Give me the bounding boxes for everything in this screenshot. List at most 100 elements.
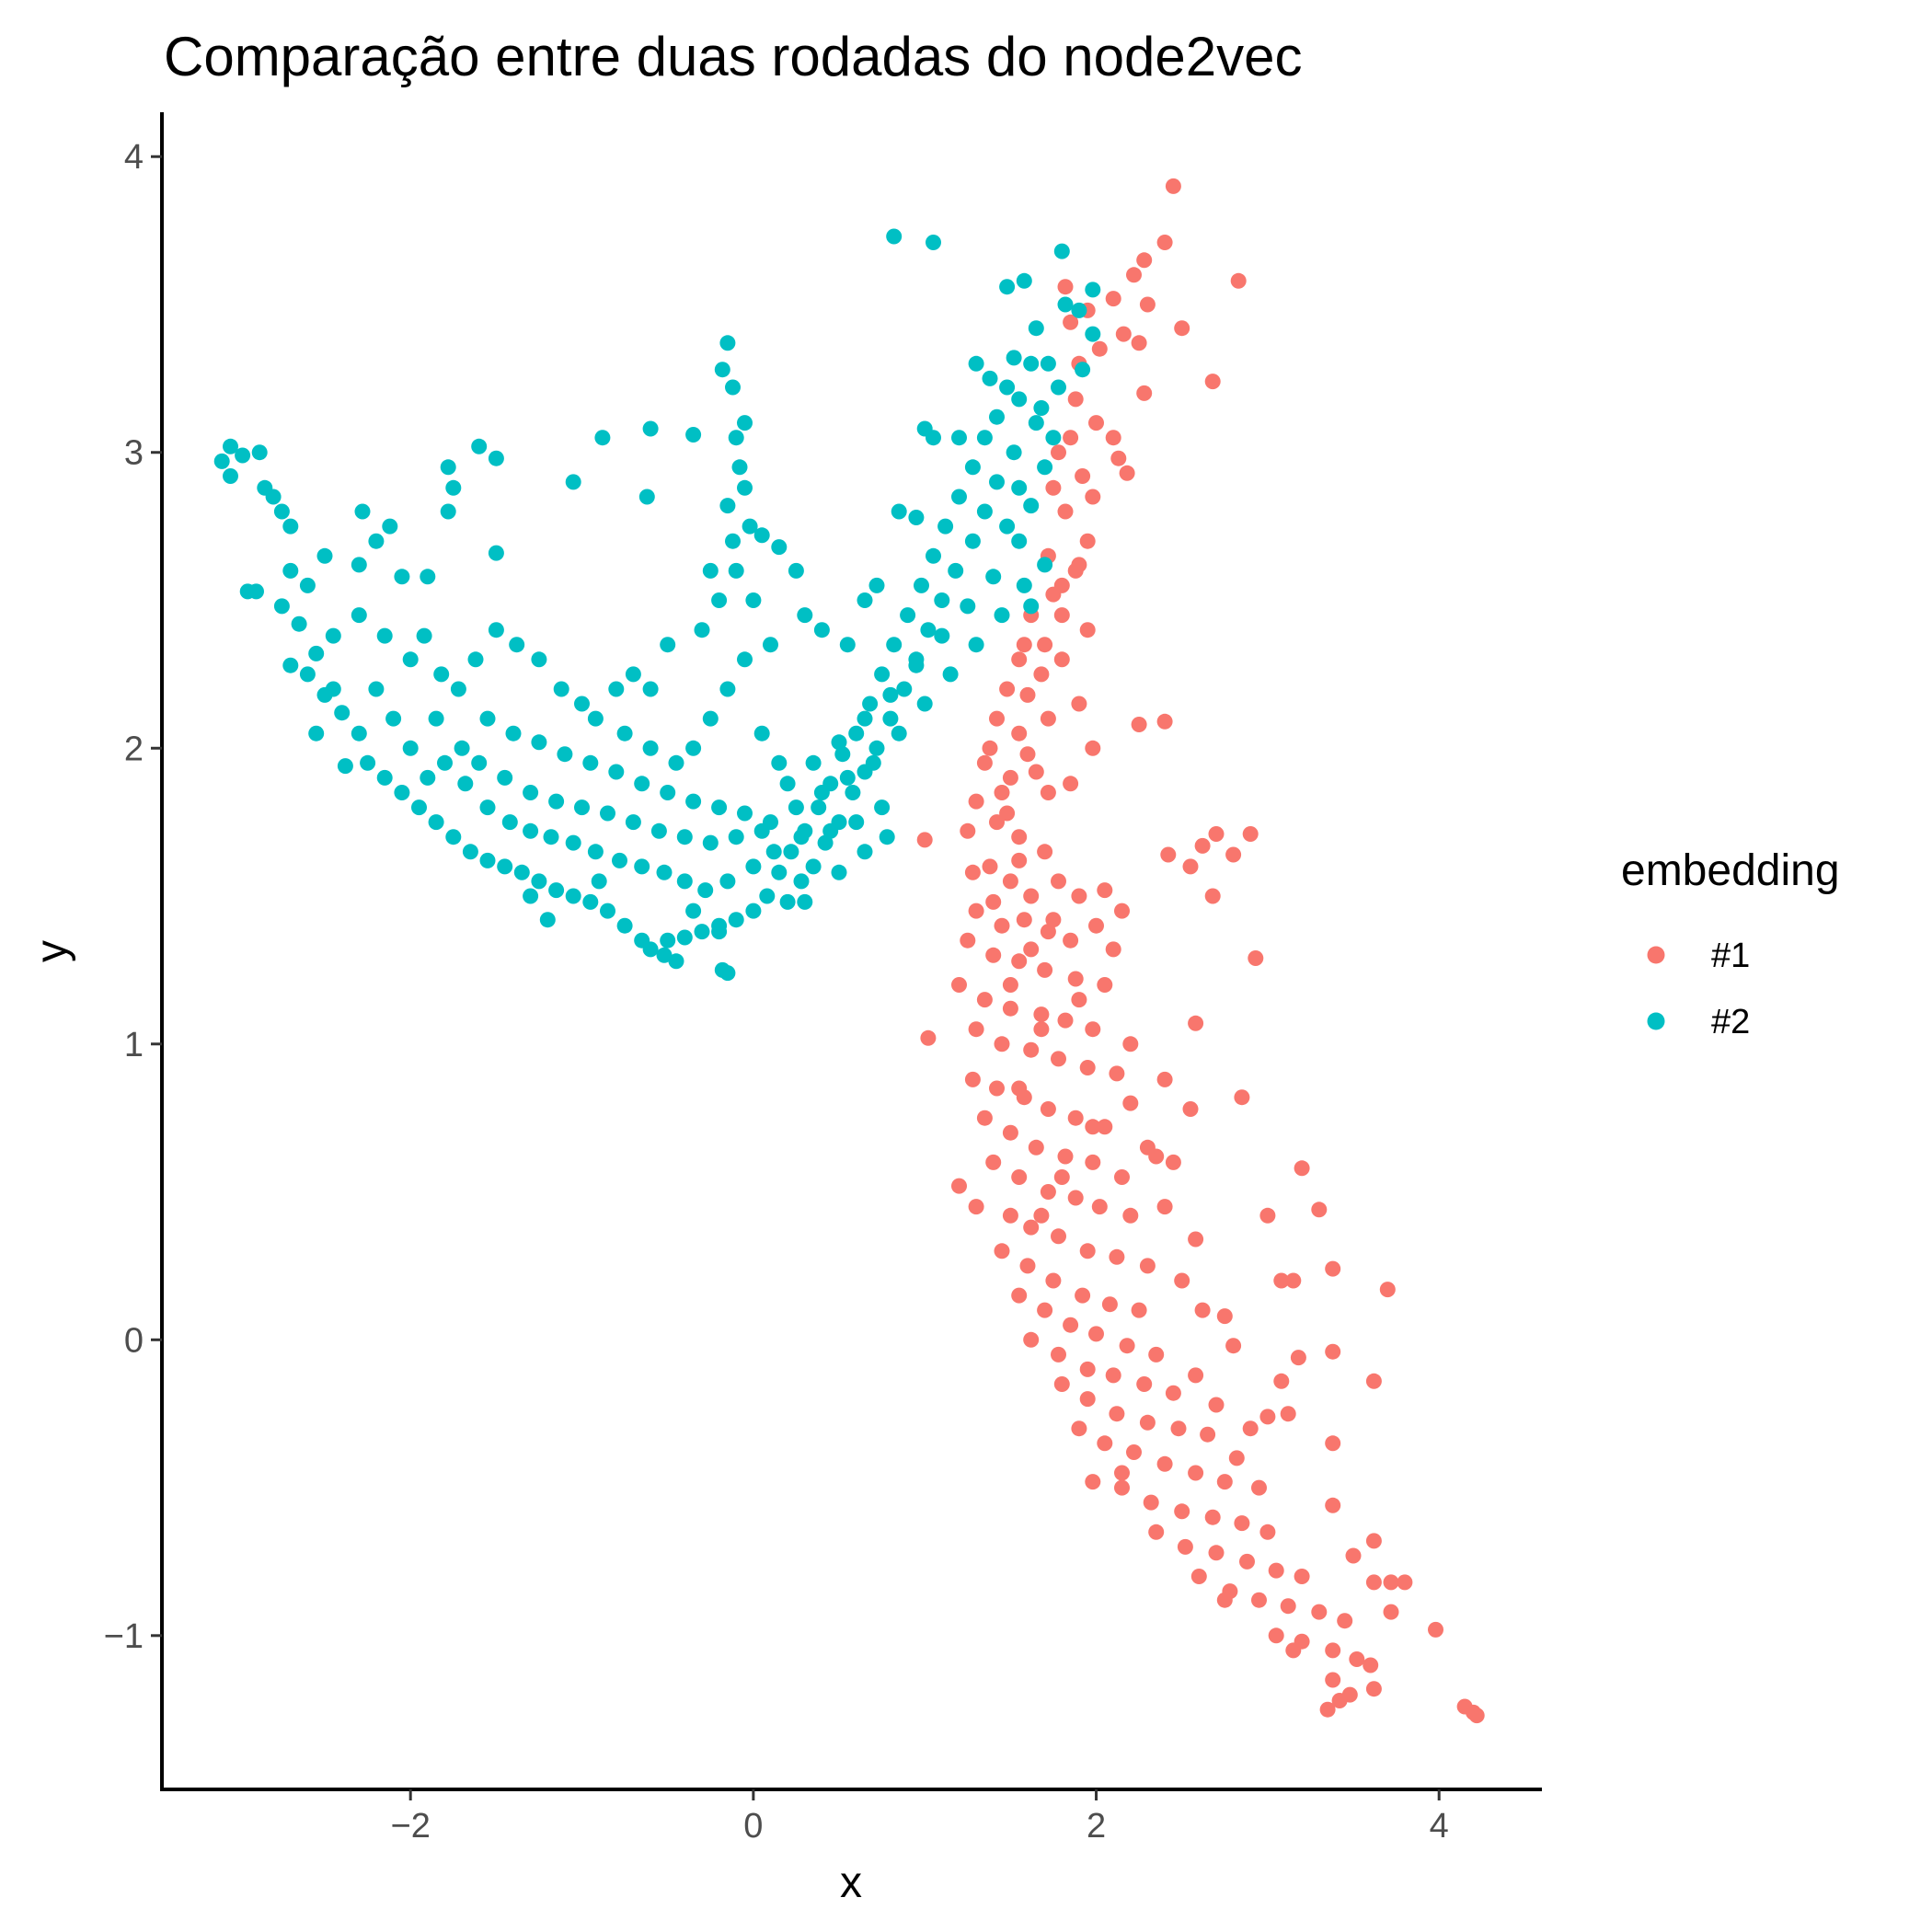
point-series-2-33 (886, 637, 903, 653)
point-series-1-236 (1002, 977, 1018, 993)
point-series-2-257 (523, 888, 539, 904)
point-series-1-159 (1156, 1455, 1173, 1472)
point-series-1-55 (960, 822, 976, 839)
point-series-2-18 (1028, 415, 1044, 431)
point-series-2-175 (737, 805, 753, 822)
point-series-2-55 (745, 903, 762, 919)
point-series-1-250 (1071, 992, 1087, 1008)
point-series-2-73 (513, 864, 530, 880)
point-series-2-266 (351, 607, 367, 624)
point-series-2-60 (660, 932, 676, 949)
x-tick-label: −2 (391, 1807, 431, 1846)
point-series-2-53 (759, 888, 776, 904)
point-series-2-135 (753, 527, 770, 544)
point-series-2-215 (454, 740, 470, 756)
point-series-1-164 (1174, 1503, 1190, 1520)
point-series-1-191 (1311, 1202, 1328, 1218)
point-series-2-17 (989, 408, 1005, 425)
point-series-1-21 (1051, 444, 1066, 461)
point-series-2-223 (650, 822, 667, 839)
point-series-1-188 (1331, 1693, 1348, 1708)
point-series-1-43 (1131, 717, 1147, 732)
point-series-2-181 (891, 725, 907, 742)
point-series-2-15 (999, 379, 1016, 396)
point-series-1-204 (1325, 1497, 1341, 1513)
point-series-2-11 (1006, 350, 1022, 366)
point-series-1-226 (1208, 1397, 1225, 1413)
point-series-1-111 (1097, 1119, 1113, 1135)
point-series-2-91 (291, 615, 307, 632)
point-series-1-207 (1365, 1574, 1382, 1591)
point-series-1-22 (1110, 450, 1127, 466)
point-series-2-139 (711, 592, 728, 608)
point-series-2-101 (416, 627, 432, 644)
point-series-2-128 (737, 415, 753, 431)
point-series-1-185 (1325, 1672, 1341, 1688)
point-series-2-25 (937, 518, 954, 535)
point-series-1-135 (1075, 1287, 1091, 1304)
point-series-2-71 (548, 882, 565, 899)
point-series-2-224 (676, 829, 693, 845)
point-series-2-72 (531, 873, 547, 890)
point-series-1-147 (1105, 1367, 1121, 1384)
point-series-2-237 (1011, 533, 1028, 549)
point-series-1-90 (1002, 1000, 1018, 1017)
point-series-1-208 (1383, 1574, 1399, 1591)
point-series-2-172 (660, 785, 676, 800)
point-series-2-51 (771, 864, 788, 880)
point-series-1-19 (1063, 430, 1079, 446)
point-series-1-199 (1365, 1373, 1382, 1389)
point-series-1-172 (1268, 1562, 1284, 1579)
point-series-2-36 (896, 681, 913, 697)
point-series-1-176 (1251, 1592, 1267, 1608)
point-series-2-261 (711, 924, 728, 940)
point-series-2-114 (223, 438, 238, 454)
point-series-1-118 (985, 1154, 1002, 1170)
point-series-2-247 (719, 681, 736, 697)
point-series-2-31 (900, 607, 916, 624)
legend-key-2 (1647, 1012, 1665, 1030)
point-series-1-139 (1037, 1302, 1053, 1318)
point-series-2-70 (565, 888, 581, 904)
point-series-2-109 (282, 518, 299, 535)
point-series-1-251 (1045, 912, 1062, 928)
point-series-1-109 (1040, 1101, 1056, 1117)
point-series-2-263 (831, 864, 847, 880)
point-series-2-188 (1023, 598, 1040, 615)
point-series-1-248 (1085, 1119, 1101, 1135)
point-series-2-163 (450, 681, 466, 697)
point-series-1-160 (1188, 1465, 1204, 1481)
point-series-2-74 (497, 858, 513, 875)
point-series-2-58 (694, 924, 710, 940)
point-series-1-238 (985, 893, 1002, 910)
point-series-2-120 (565, 474, 581, 490)
point-series-1-141 (1088, 1326, 1104, 1342)
point-series-2-151 (968, 355, 984, 372)
point-series-2-229 (805, 754, 822, 771)
point-series-1-32 (1045, 586, 1062, 603)
point-series-2-89 (308, 645, 325, 661)
point-series-1-156 (1071, 1420, 1087, 1437)
point-series-2-97 (368, 533, 385, 549)
point-series-2-64 (656, 947, 673, 963)
point-series-2-119 (248, 583, 264, 600)
y-tick-label: 4 (124, 138, 144, 177)
point-series-2-256 (728, 562, 744, 579)
legend-key-1 (1647, 946, 1665, 964)
point-series-2-177 (788, 799, 804, 816)
point-series-2-112 (257, 479, 273, 496)
point-series-1-223 (1216, 1308, 1233, 1325)
point-series-1-107 (989, 1080, 1005, 1097)
point-series-1-80 (1088, 917, 1104, 934)
point-series-1-26 (1085, 489, 1101, 505)
point-series-1-62 (1194, 837, 1211, 854)
point-series-1-27 (1057, 503, 1074, 520)
point-series-1-37 (1011, 651, 1028, 668)
point-series-2-211 (385, 710, 402, 727)
point-series-2-196 (587, 844, 604, 860)
point-series-1-228 (1228, 1450, 1245, 1466)
point-series-1-145 (1051, 1346, 1066, 1363)
point-series-2-88 (282, 657, 299, 673)
point-series-1-41 (1071, 696, 1087, 712)
point-series-1-12 (1131, 335, 1147, 351)
